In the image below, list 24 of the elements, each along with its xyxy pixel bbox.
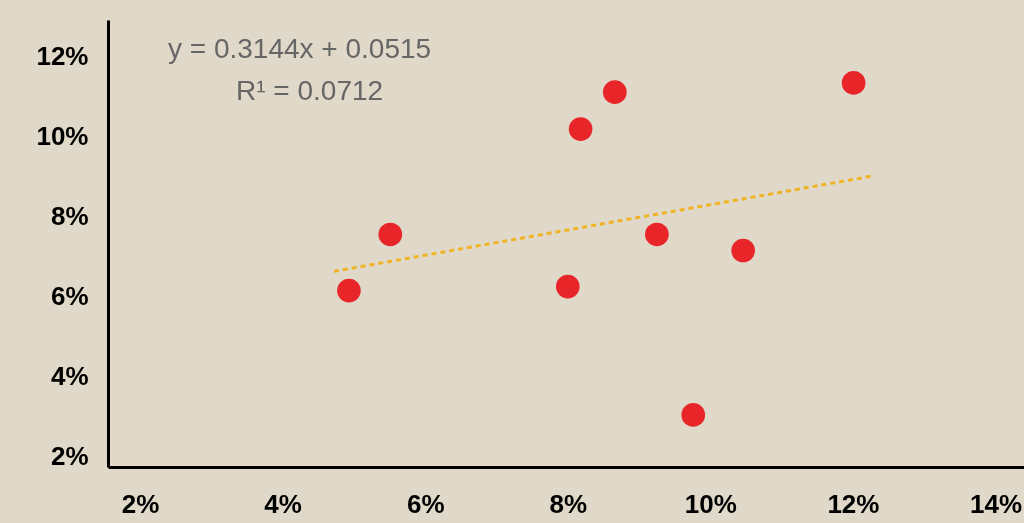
point bbox=[681, 403, 706, 427]
x-tick-label: 14% bbox=[969, 488, 1023, 519]
y-tick-label: 8% bbox=[50, 200, 89, 231]
x-tick-label: 2% bbox=[121, 488, 160, 519]
x-tick-label: 12% bbox=[827, 488, 880, 519]
point bbox=[378, 222, 403, 247]
point bbox=[568, 117, 593, 141]
x-tick-label: 10% bbox=[684, 488, 737, 519]
point bbox=[645, 222, 669, 247]
y-tick-label: 4% bbox=[50, 361, 89, 392]
annotation: y = 0.3144x + 0.0515 bbox=[168, 33, 432, 64]
annotation: R¹ = 0.0712 bbox=[236, 75, 384, 106]
point bbox=[841, 71, 866, 95]
x-tick-label: 8% bbox=[549, 488, 588, 519]
x-tick-label: 4% bbox=[264, 488, 302, 519]
y-tick-label: 12% bbox=[36, 40, 89, 71]
point bbox=[555, 274, 580, 299]
point bbox=[731, 238, 755, 263]
point bbox=[337, 278, 361, 303]
y-tick-label: 2% bbox=[50, 441, 89, 472]
y-tick-label: 10% bbox=[36, 120, 89, 151]
x-tick-label: 6% bbox=[406, 488, 445, 519]
y-tick-label: 6% bbox=[50, 281, 89, 312]
point bbox=[603, 80, 627, 104]
